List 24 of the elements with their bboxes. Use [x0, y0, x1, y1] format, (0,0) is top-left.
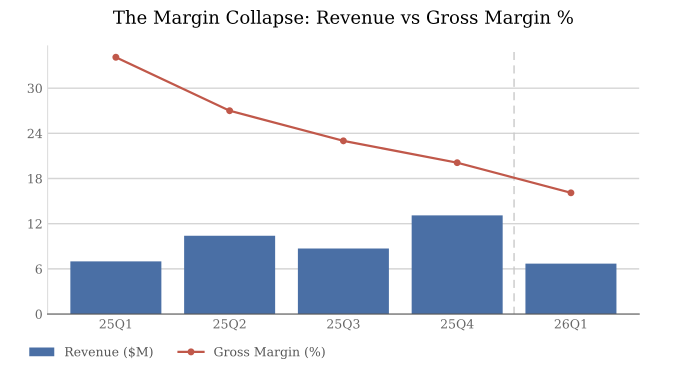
x-tick-label: 25Q2	[213, 319, 246, 330]
chart-title: The Margin Collapse: Revenue vs Gross Margin %	[113, 10, 573, 28]
bar	[184, 236, 276, 314]
x-tick-label: 25Q4	[440, 319, 474, 330]
bar	[70, 261, 162, 314]
bar	[525, 264, 616, 314]
legend-label: Revenue ($M)	[64, 346, 153, 358]
x-tick-label: 25Q3	[327, 319, 360, 330]
point	[112, 54, 120, 61]
y-tick-label: 12	[28, 219, 42, 228]
y-tick-label: 18	[28, 174, 42, 184]
y-tick-label: 24	[28, 128, 42, 138]
y-tick-label: 0	[36, 310, 42, 319]
point	[340, 137, 347, 144]
point	[226, 107, 234, 114]
x-tick-label: 25Q1	[100, 319, 132, 330]
bar	[412, 215, 503, 314]
x-tick-label: 26Q1	[554, 319, 586, 330]
y-tick-label: 30	[28, 84, 42, 94]
point	[567, 189, 574, 196]
bar	[298, 248, 389, 314]
y-tick-label: 6	[36, 264, 42, 274]
point	[454, 159, 461, 166]
legend-label: Gross Margin (%)	[214, 346, 325, 360]
